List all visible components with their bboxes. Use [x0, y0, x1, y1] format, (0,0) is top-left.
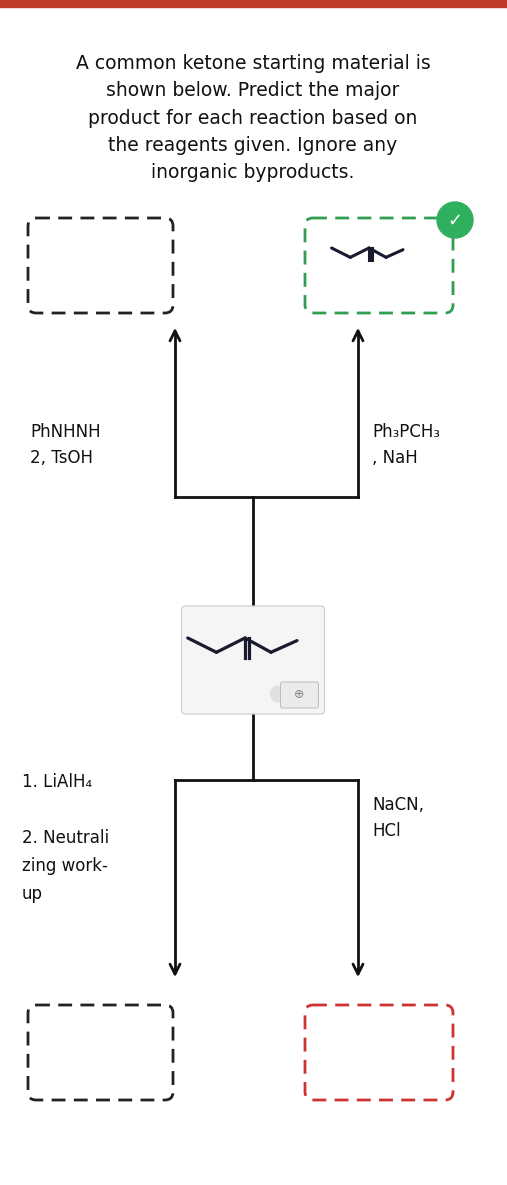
FancyBboxPatch shape	[305, 218, 453, 313]
Text: NaCN,
HCl: NaCN, HCl	[372, 796, 424, 840]
Text: Select
to Draw: Select to Draw	[65, 244, 136, 287]
Text: ✓: ✓	[448, 212, 462, 230]
FancyBboxPatch shape	[280, 683, 318, 707]
FancyBboxPatch shape	[182, 606, 324, 715]
Text: Select to
Draw: Select to Draw	[347, 269, 411, 303]
Text: Drawin
g: Drawin g	[347, 1031, 411, 1074]
Text: Ph₃PCH₃
, NaH: Ph₃PCH₃ , NaH	[372, 423, 440, 467]
Text: PhNHNH
2, TsOH: PhNHNH 2, TsOH	[30, 423, 100, 467]
FancyBboxPatch shape	[305, 1005, 453, 1100]
Text: ⊕: ⊕	[294, 688, 305, 702]
FancyBboxPatch shape	[28, 218, 173, 313]
Text: Select
to Draw: Select to Draw	[65, 1031, 136, 1074]
FancyBboxPatch shape	[28, 1005, 173, 1100]
Text: A common ketone starting material is
shown below. Predict the major
product for : A common ketone starting material is sho…	[76, 55, 430, 182]
Text: 1. LiAlH₄

2. Neutrali
zing work-
up: 1. LiAlH₄ 2. Neutrali zing work- up	[22, 774, 109, 903]
Circle shape	[271, 686, 286, 702]
Circle shape	[437, 201, 473, 238]
Bar	[0, 0, 507, 7]
